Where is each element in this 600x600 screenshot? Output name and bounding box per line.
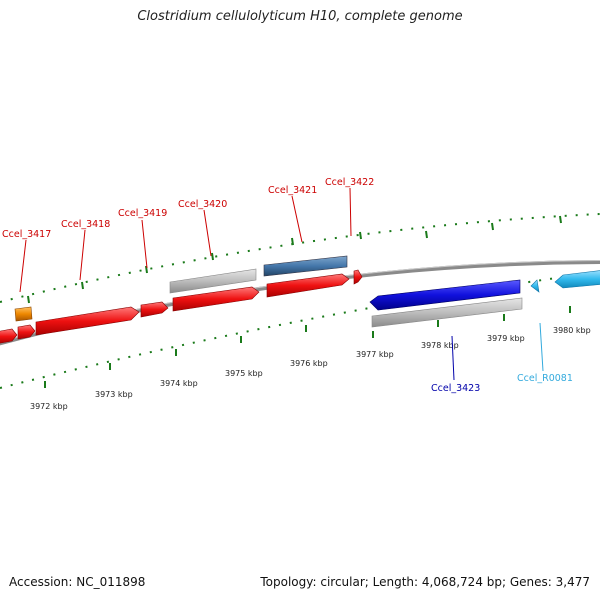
gene-label-ccel-3423: Ccel_3423: [431, 383, 480, 394]
label-leaders: [19, 187, 544, 381]
scale-label: 3977 kbp: [356, 350, 394, 359]
gene-label-ccel-3420: Ccel_3420: [178, 199, 227, 210]
scale-label: 3973 kbp: [95, 390, 133, 399]
pseudo-gene-box[interactable]: [14, 306, 33, 322]
scale-label: 3972 kbp: [30, 402, 68, 411]
scale-label: 3978 kbp: [421, 341, 459, 350]
gene-label-ccel-3417: Ccel_3417: [2, 229, 51, 240]
cds-bar: [169, 268, 257, 294]
gene-arrow: [266, 273, 350, 298]
gene-label-ccel-3422: Ccel_3422: [325, 177, 374, 188]
gene-label-ccel-3419: Ccel_3419: [118, 208, 167, 219]
map-title: Clostridium cellulolyticum H10, complete…: [137, 9, 463, 24]
rna-arrow-large[interactable]: [554, 270, 600, 289]
gene-arrow-reverse[interactable]: [369, 279, 521, 311]
scale-label: 3974 kbp: [160, 379, 198, 388]
gene-arrow: [140, 301, 169, 318]
scale-label: 3976 kbp: [290, 359, 328, 368]
gene-label-ccel-3418: Ccel_3418: [61, 219, 110, 230]
accession-text: Accession: NC_011898: [9, 575, 146, 589]
gene-arrow: [0, 328, 18, 344]
outer-major-ticks: [27, 215, 562, 304]
gene-labels: Ccel_3417 Ccel_3418 Ccel_3419 Ccel_3420 …: [2, 177, 573, 394]
genome-summary-text: Topology: circular; Length: 4,068,724 bp…: [260, 575, 590, 589]
cds-bar: [371, 297, 523, 328]
forward-genes[interactable]: [0, 269, 363, 344]
scale-label: 3980 kbp: [553, 326, 591, 335]
gene-arrow: [35, 306, 140, 336]
scale-label: 3975 kbp: [225, 369, 263, 378]
cds-bars: [169, 255, 523, 328]
rna-arrow-small[interactable]: [530, 279, 540, 293]
gene-arrow: [172, 286, 260, 312]
gene-label-ccel-3421: Ccel_3421: [268, 185, 317, 196]
gene-arrow: [353, 269, 363, 285]
cds-bar: [263, 255, 348, 277]
scale-labels: 3972 kbp 3973 kbp 3974 kbp 3975 kbp 3976…: [30, 326, 591, 411]
inner-major-ticks: [44, 306, 571, 388]
scale-label: 3979 kbp: [487, 334, 525, 343]
gene-arrow: [17, 324, 36, 340]
gene-label-ccel-r0081: Ccel_R0081: [517, 373, 573, 384]
